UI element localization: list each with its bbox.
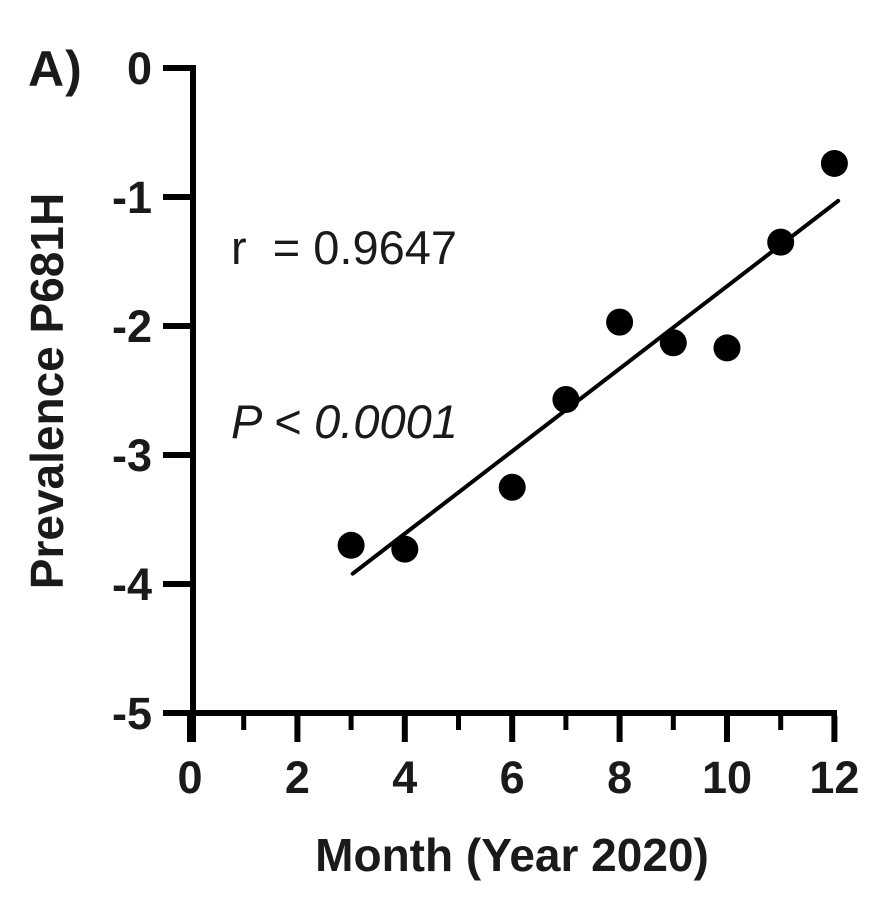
y-tick-label: -4	[112, 559, 152, 610]
x-axis-major-tick	[187, 716, 193, 742]
x-axis-major-tick	[616, 716, 623, 742]
y-tick-label: 0	[127, 43, 152, 94]
data-point	[713, 334, 741, 362]
x-axis-major-tick	[294, 716, 301, 742]
x-tick-label: 4	[392, 752, 417, 803]
x-tick-label: 2	[285, 752, 310, 803]
x-tick-label: 6	[500, 752, 525, 803]
x-tick-label: 12	[809, 752, 859, 803]
data-point	[767, 228, 795, 256]
y-tick-label: -1	[112, 172, 152, 223]
x-axis-line	[163, 710, 837, 716]
x-tick-label: 10	[702, 752, 752, 803]
x-axis-minor-tick	[348, 716, 354, 730]
x-tick-label: 8	[607, 752, 632, 803]
panel-label: A)	[28, 41, 83, 97]
y-axis-tick	[163, 65, 190, 71]
x-axis-major-tick	[509, 716, 516, 742]
p-value-text: P < 0.0001	[231, 395, 458, 448]
regression-line	[350, 198, 841, 576]
data-point	[820, 149, 848, 177]
data-point	[498, 473, 526, 501]
x-axis-minor-tick	[241, 716, 247, 730]
y-axis-title: Prevalence P681H	[21, 192, 73, 590]
x-tick-label: 0	[177, 752, 202, 803]
y-tick-label: -2	[112, 301, 152, 352]
data-point	[606, 308, 634, 336]
x-axis-minor-tick	[778, 716, 784, 730]
y-axis-tick	[163, 710, 190, 716]
r-value-text: r = 0.9647	[231, 221, 458, 274]
x-axis-major-tick	[724, 716, 730, 742]
y-axis-tick	[163, 323, 190, 329]
correlation-annotation: r = 0.9647 P < 0.0001	[231, 103, 458, 567]
x-axis-major-tick	[401, 716, 408, 742]
y-tick-label: -3	[112, 430, 152, 481]
y-axis-tick	[163, 194, 190, 200]
x-axis-minor-tick	[563, 716, 569, 730]
y-axis-tick	[163, 581, 190, 587]
y-axis-tick	[163, 452, 190, 458]
data-point	[659, 329, 687, 357]
x-axis-minor-tick	[456, 716, 461, 730]
x-axis-title: Month (Year 2020)	[315, 829, 709, 881]
y-axis-line	[190, 65, 196, 742]
data-point	[391, 535, 419, 563]
y-tick-label: -5	[112, 688, 152, 739]
x-axis-minor-tick	[670, 716, 676, 730]
data-point	[552, 386, 580, 414]
data-point	[337, 531, 365, 559]
x-axis-major-tick	[831, 716, 838, 742]
